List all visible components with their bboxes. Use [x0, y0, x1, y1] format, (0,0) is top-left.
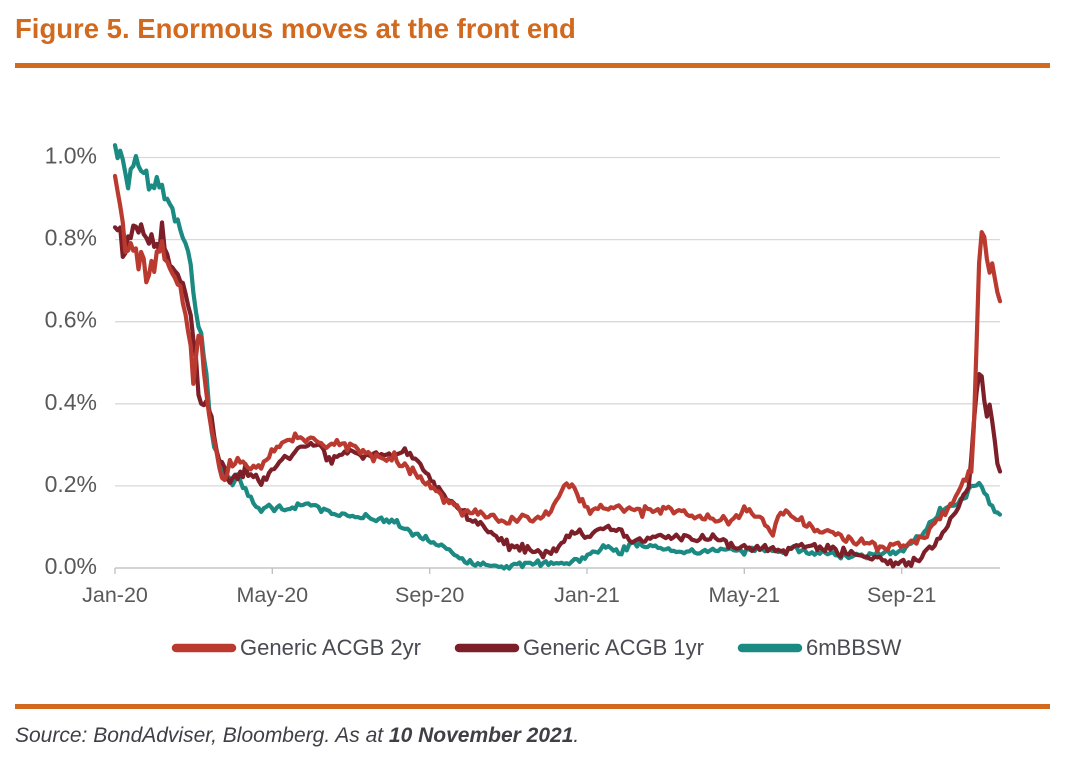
svg-text:Jan-20: Jan-20 [82, 583, 148, 607]
svg-text:Generic ACGB 1yr: Generic ACGB 1yr [523, 635, 704, 660]
svg-text:0.6%: 0.6% [45, 307, 97, 333]
svg-text:1.0%: 1.0% [45, 143, 97, 169]
svg-text:0.0%: 0.0% [45, 553, 97, 579]
svg-text:Generic ACGB 2yr: Generic ACGB 2yr [240, 635, 421, 660]
svg-text:0.2%: 0.2% [45, 471, 97, 497]
svg-text:May-20: May-20 [236, 583, 308, 607]
svg-text:May-21: May-21 [708, 583, 780, 607]
svg-text:Sep-21: Sep-21 [867, 583, 936, 607]
svg-text:Sep-20: Sep-20 [395, 583, 464, 607]
svg-text:0.4%: 0.4% [45, 389, 97, 415]
svg-text:Jan-21: Jan-21 [554, 583, 620, 607]
svg-text:0.8%: 0.8% [45, 225, 97, 251]
svg-text:6mBBSW: 6mBBSW [806, 635, 902, 660]
